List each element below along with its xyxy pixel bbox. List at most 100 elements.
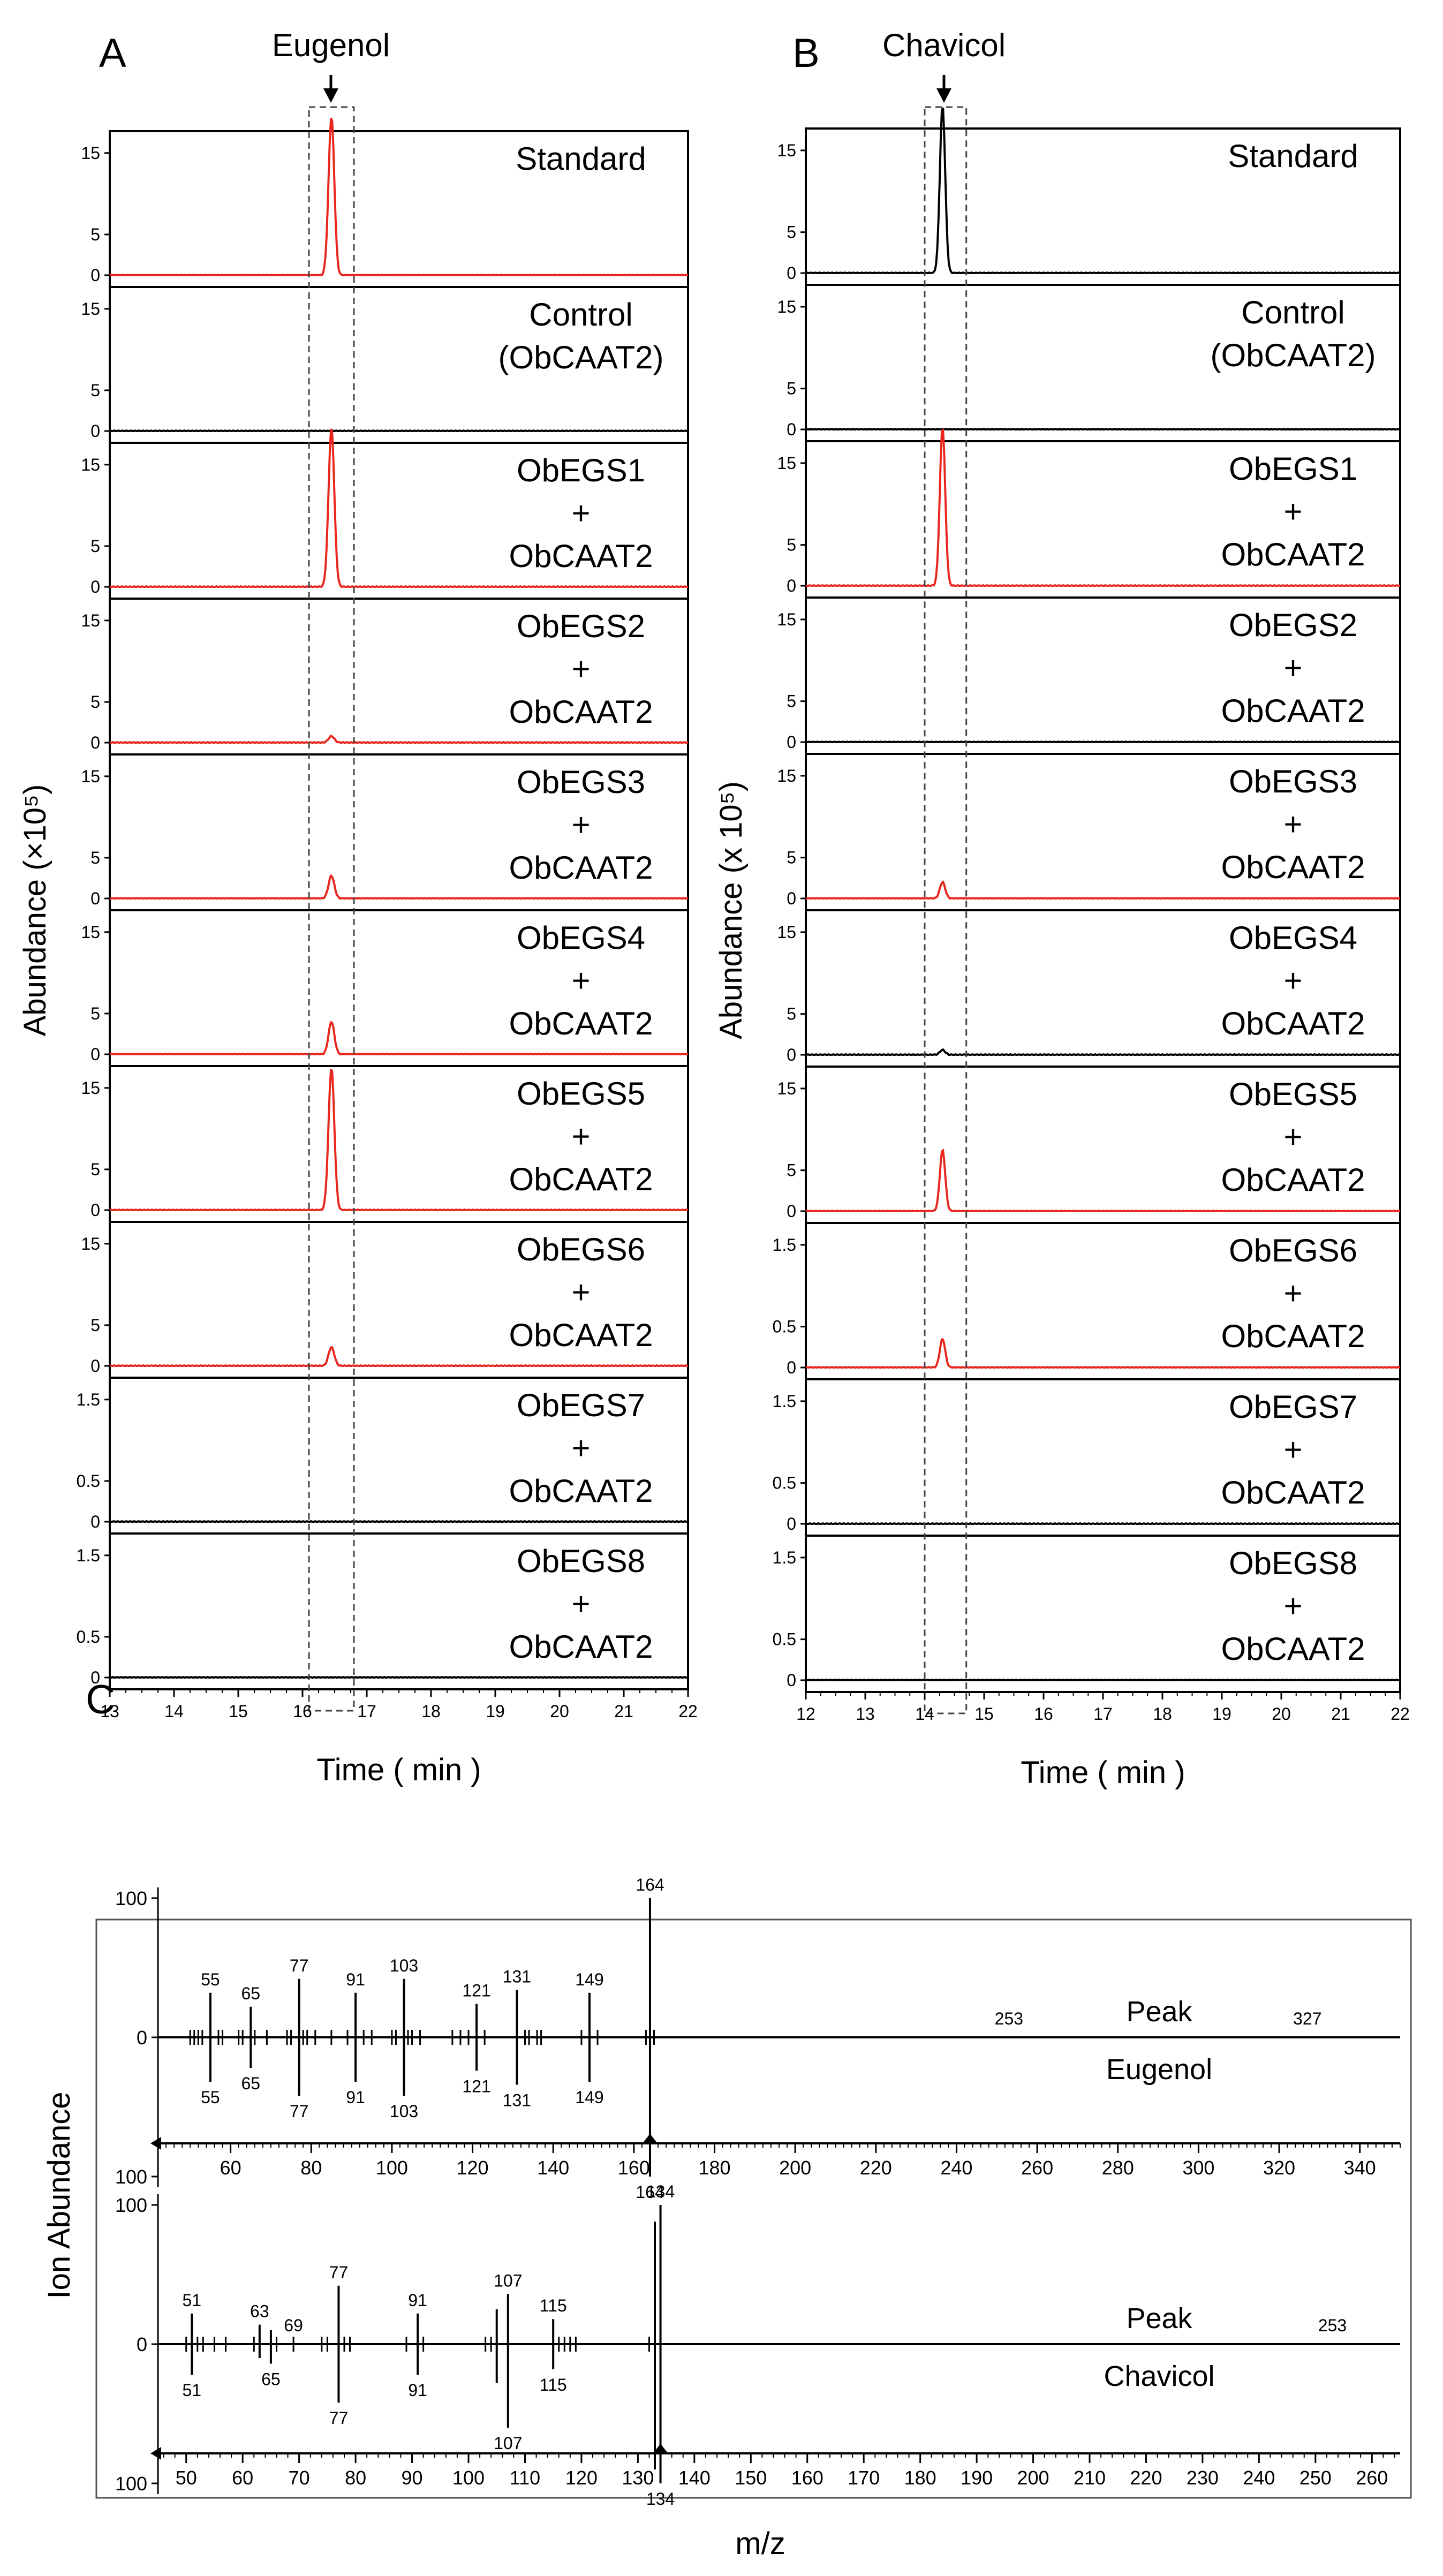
panelB-trace-line (805, 428, 1401, 587)
panelB-trace-label: ObCAAT2 (1221, 537, 1365, 572)
spectrum-lower-peak-label: 77 (329, 2408, 349, 2428)
panel-c-mass-spectra: 100 0 100 55 65 77 91 103 121 131 149 164 253 327 55 65… (42, 1875, 1412, 2561)
spectrum-x-tick-label: 340 (1344, 2157, 1376, 2179)
panelB-y-tick-label: 0 (787, 1514, 796, 1533)
panelB-y-tick-label: 0 (787, 1671, 796, 1690)
panelB-x-tick-label: 13 (856, 1704, 875, 1724)
panelB-x-tick-label: 17 (1093, 1704, 1113, 1724)
panelB-trace-label: ObEGS8 (1229, 1545, 1357, 1581)
panelB-trace-label: (ObCAAT2) (1211, 337, 1376, 373)
panelB-trace-label: ObEGS1 (1229, 451, 1357, 487)
panelB-trace-label: ObEGS4 (1229, 920, 1357, 956)
spectrum-x-tick-label: 210 (1074, 2467, 1106, 2489)
panelA-trace-label: + (571, 1430, 590, 1466)
panelB-y-axis-title: Abundance (x 10⁵) (714, 781, 749, 1039)
spectrum-x-tick-label: 190 (961, 2467, 993, 2489)
panelB-trace-label: ObEGS3 (1229, 764, 1357, 799)
spectrum-upper-peak-label: 164 (636, 1875, 664, 1894)
spectrum-upper-peak-label: 65 (241, 1984, 260, 2003)
base-peak-marker-icon (653, 2444, 668, 2453)
panelB-trace-line (805, 1048, 1401, 1056)
panelB-y-tick-label: 5 (787, 223, 796, 242)
panelB-y-tick-label: 5 (787, 848, 796, 867)
panelB-x-tick-label: 16 (1034, 1704, 1053, 1724)
panelA-y-axis-title: Abundance (×10⁵) (18, 784, 52, 1037)
spectrum-x-tick-label: 150 (735, 2467, 767, 2489)
panelA-y-tick-label: 15 (81, 767, 100, 786)
panelB-y-tick-label: 5 (787, 1161, 796, 1180)
panelA-y-tick-label: 0 (90, 1356, 100, 1376)
panelA-y-tick-label: 5 (90, 1316, 100, 1335)
panelA-trace-label: + (571, 495, 590, 531)
spectrum-lower-peak-label: 103 (390, 2102, 418, 2121)
panelA-y-tick-label: 0 (90, 1200, 100, 1220)
spectrum-x-tick-label: 200 (1017, 2467, 1049, 2489)
panelB-x-tick-label: 22 (1391, 1704, 1410, 1724)
panelB-trace-line (805, 1148, 1401, 1213)
spectrum-lower-peak-label: 65 (261, 2369, 281, 2389)
spectrum-upper-word: Peak (1126, 2302, 1192, 2335)
panelA-y-tick-label: 1.5 (77, 1546, 100, 1565)
spectrum-x-tick-label: 180 (904, 2467, 936, 2489)
panelA-y-tick-label: 15 (81, 455, 100, 474)
panelB-y-tick-label: 15 (777, 297, 796, 316)
panelA-x-tick-label: 16 (293, 1702, 312, 1721)
arrow-left-icon (150, 2447, 161, 2460)
panelA-trace-label: ObEGS6 (517, 1232, 645, 1267)
spectrum-upper-peak-label: 149 (575, 1970, 603, 1989)
spectrum-y-tick-label: 100 (115, 2194, 147, 2216)
panelB-y-tick-label: 0.5 (773, 1630, 796, 1649)
spectrum-x-tick-label: 120 (456, 2157, 488, 2179)
panelB-x-tick-label: 14 (915, 1704, 934, 1724)
panelB-y-tick-label: 0 (787, 420, 796, 439)
base-peak-marker-icon (642, 2134, 658, 2143)
panelB-trace-line (805, 1522, 1400, 1525)
spectrum-x-tick-label: 230 (1187, 2467, 1219, 2489)
panelB-x-tick-label: 19 (1212, 1704, 1232, 1724)
panelA-trace-label: ObCAAT2 (509, 1161, 653, 1197)
spectrum-x-tick-label: 120 (565, 2467, 598, 2489)
panelA-y-tick-label: 0 (90, 421, 100, 441)
panelA-trace-label: + (571, 1586, 590, 1622)
panelB-trace-line (806, 1338, 1400, 1369)
spectrum-lower-peak-label: 115 (540, 2375, 567, 2394)
panelB-compound-label: Chavicol (882, 27, 1006, 63)
spectra-frame (95, 1918, 1412, 2499)
panelA-y-tick-label: 5 (90, 1004, 100, 1023)
panelA-highlight-window (308, 106, 355, 1712)
spectrum-x-tick-label: 170 (848, 2467, 880, 2489)
panelB-y-tick-label: 0.5 (773, 1474, 796, 1493)
spectrum-x-tick-label: 320 (1263, 2157, 1295, 2179)
panelA-trace-label: ObEGS2 (517, 608, 645, 644)
arrow-left-icon (150, 2137, 161, 2150)
spectrum-lower-word: Chavicol (1104, 2360, 1214, 2392)
spectra-x-axis-title: m/z (735, 2526, 785, 2561)
panelB-x-tick-label: 12 (796, 1704, 815, 1724)
panelA-trace-label: + (571, 1274, 590, 1310)
panelA-trace-line (109, 734, 689, 744)
spectrum-lower-peak-label: 55 (201, 2088, 220, 2107)
spectrum-upper-peak-label: 103 (390, 1956, 418, 1975)
arrow-down-icon (936, 88, 951, 103)
panelB-y-tick-label: 0 (787, 1358, 796, 1377)
spectrum-x-tick-label: 200 (779, 2157, 811, 2179)
panelB-y-tick-label: 0 (787, 263, 796, 283)
panelB-y-tick-label: 0 (787, 1202, 796, 1221)
panelB-trace-label: ObCAAT2 (1221, 1631, 1365, 1667)
spectrum-x-tick-label: 260 (1021, 2157, 1053, 2179)
panelB-y-tick-label: 0 (787, 889, 796, 908)
panelA-x-tick-label: 18 (421, 1702, 441, 1721)
panelA-y-tick-label: 15 (81, 1234, 100, 1253)
spectrum-upper-peak-label: 134 (646, 2182, 675, 2201)
panelA-trace-label: (ObCAAT2) (498, 339, 664, 375)
panelA-trace-label: ObCAAT2 (509, 538, 653, 574)
spectrum-upper-peak-label: 51 (182, 2291, 201, 2310)
panelA-trace-label: ObCAAT2 (509, 1317, 653, 1353)
spectrum-x-tick-label: 140 (537, 2157, 569, 2179)
panelA-x-tick-label: 14 (164, 1702, 184, 1721)
spectrum-x-tick-label: 50 (176, 2467, 197, 2489)
panelA-trace-label: ObCAAT2 (509, 694, 653, 730)
panelA-trace-line (109, 429, 688, 433)
spectrum-lower-word: Eugenol (1106, 2053, 1212, 2086)
spectrum-x-tick-label: 240 (940, 2157, 972, 2179)
